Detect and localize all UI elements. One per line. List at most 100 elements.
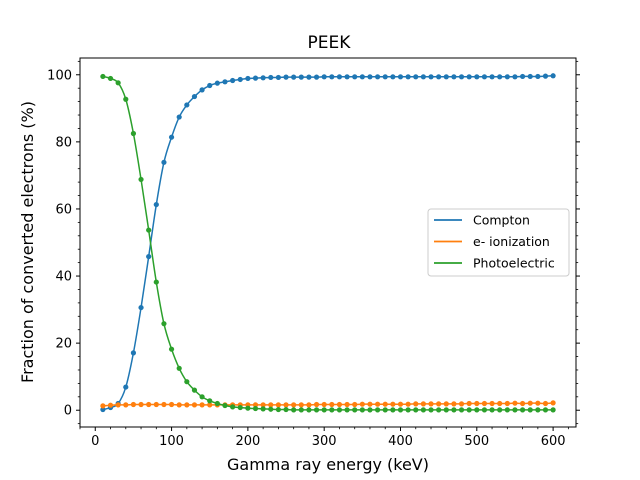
data-point-compton-11 (184, 102, 190, 108)
data-point-compton-41 (413, 74, 419, 80)
data-point-e-ionization-4 (130, 401, 137, 408)
data-point-compton-40 (405, 74, 411, 80)
data-point-e-ionization-2 (115, 402, 121, 408)
x-tick-label-600: 600 (541, 434, 566, 449)
data-point-compton-8 (161, 159, 167, 165)
data-point-e-ionization-24 (283, 402, 289, 408)
data-point-compton-24 (283, 74, 289, 80)
data-point-photoelectric-32 (344, 407, 350, 413)
data-point-photoelectric-50 (481, 407, 488, 413)
data-point-photoelectric-3 (123, 96, 129, 102)
data-point-e-ionization-23 (275, 402, 281, 408)
data-point-compton-50 (481, 74, 488, 80)
x-tick-label-500: 500 (464, 434, 489, 449)
x-tick-label-200: 200 (235, 434, 260, 449)
data-point-compton-23 (275, 74, 281, 81)
data-point-compton-7 (153, 201, 159, 208)
data-point-photoelectric-19 (245, 405, 251, 411)
legend-box (427, 208, 570, 277)
data-point-e-ionization-20 (252, 402, 259, 408)
data-point-photoelectric-25 (291, 407, 297, 413)
data-point-photoelectric-23 (275, 406, 281, 413)
data-point-compton-51 (489, 74, 495, 80)
x-tick-label-0: 0 (91, 434, 99, 449)
data-point-photoelectric-27 (306, 407, 312, 413)
data-point-photoelectric-16 (222, 402, 228, 409)
data-point-e-ionization-1 (107, 402, 114, 408)
data-point-photoelectric-20 (252, 405, 259, 412)
data-point-compton-16 (222, 79, 228, 85)
data-point-photoelectric-36 (375, 407, 381, 413)
data-point-e-ionization-37 (382, 401, 388, 407)
data-point-photoelectric-35 (367, 407, 373, 413)
data-point-e-ionization-47 (458, 401, 465, 407)
data-point-photoelectric-6 (146, 227, 152, 233)
data-point-compton-13 (199, 87, 205, 93)
data-point-e-ionization-26 (298, 402, 304, 408)
data-point-e-ionization-21 (260, 402, 266, 408)
data-point-photoelectric-44 (436, 407, 442, 413)
data-point-compton-46 (451, 74, 457, 80)
legend-label-compton: Compton (473, 213, 530, 228)
data-point-e-ionization-59 (550, 400, 556, 406)
data-point-e-ionization-52 (497, 400, 503, 407)
data-point-photoelectric-37 (382, 407, 388, 413)
plot-frame (79, 57, 577, 428)
data-point-e-ionization-3 (123, 402, 129, 408)
data-point-compton-15 (214, 80, 220, 86)
data-point-e-ionization-42 (420, 401, 426, 407)
data-point-photoelectric-33 (352, 407, 358, 413)
data-point-photoelectric-42 (420, 407, 426, 413)
data-point-e-ionization-50 (481, 400, 488, 407)
data-point-e-ionization-27 (306, 402, 312, 408)
data-point-compton-26 (298, 74, 304, 80)
data-point-e-ionization-46 (451, 401, 457, 407)
data-point-compton-58 (542, 73, 549, 79)
data-point-compton-30 (329, 74, 335, 80)
data-point-photoelectric-1 (107, 75, 114, 82)
y-tick-label-80: 80 (55, 135, 72, 150)
data-point-compton-56 (527, 73, 533, 80)
data-point-compton-18 (237, 76, 243, 83)
data-point-photoelectric-39 (397, 407, 404, 413)
data-point-e-ionization-48 (466, 400, 472, 407)
data-point-photoelectric-0 (100, 73, 106, 80)
data-point-photoelectric-11 (184, 379, 190, 385)
data-point-photoelectric-48 (466, 407, 472, 413)
data-point-compton-59 (550, 73, 556, 79)
chart-title: PEEK (308, 33, 352, 53)
data-point-photoelectric-12 (191, 387, 198, 393)
data-point-photoelectric-49 (474, 407, 480, 413)
data-point-photoelectric-43 (428, 407, 434, 413)
data-point-e-ionization-38 (390, 401, 396, 407)
data-point-photoelectric-59 (550, 407, 556, 413)
data-point-compton-49 (474, 74, 480, 80)
data-point-photoelectric-31 (336, 407, 343, 413)
data-point-compton-4 (130, 350, 137, 356)
data-point-e-ionization-29 (321, 401, 327, 408)
data-point-photoelectric-58 (542, 407, 549, 413)
data-point-compton-48 (466, 74, 472, 80)
data-point-e-ionization-30 (329, 401, 335, 408)
data-point-e-ionization-35 (367, 401, 373, 407)
data-point-compton-35 (367, 74, 373, 80)
data-point-photoelectric-2 (115, 80, 121, 86)
data-point-e-ionization-5 (138, 401, 144, 408)
data-point-photoelectric-10 (176, 365, 182, 371)
data-point-photoelectric-56 (527, 407, 533, 413)
data-point-e-ionization-28 (313, 401, 320, 408)
data-point-compton-53 (504, 74, 510, 80)
x-tick-label-300: 300 (312, 434, 337, 449)
data-point-e-ionization-40 (405, 401, 411, 407)
data-point-photoelectric-14 (207, 398, 213, 404)
data-point-photoelectric-24 (283, 406, 289, 413)
data-point-compton-3 (123, 384, 129, 390)
data-point-compton-12 (191, 93, 198, 100)
data-point-compton-28 (313, 74, 320, 80)
data-point-photoelectric-41 (413, 407, 419, 413)
data-point-e-ionization-6 (146, 401, 152, 408)
data-point-e-ionization-31 (336, 401, 343, 408)
data-point-compton-42 (420, 74, 426, 80)
data-point-e-ionization-51 (489, 400, 495, 407)
